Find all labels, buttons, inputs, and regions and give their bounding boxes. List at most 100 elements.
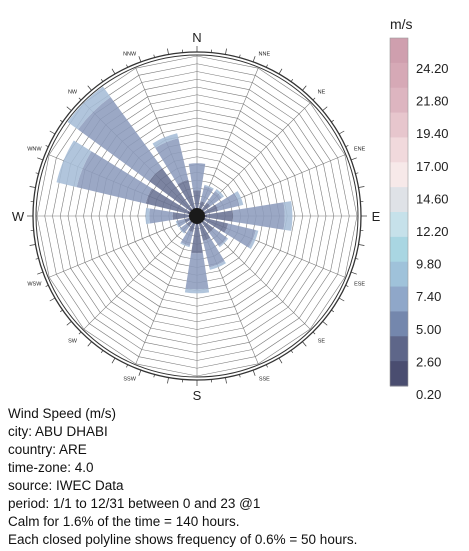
outer-tick [78,97,82,101]
outer-tick [29,186,36,188]
rose-bar-ne [201,202,211,212]
rose-bar-nnw [155,138,189,185]
legend-color-box [390,336,408,362]
outer-tick [345,284,349,287]
outer-tick [278,68,283,75]
calm-center [189,208,205,224]
direction-label-nne: NNE [259,51,271,57]
outer-tick [35,258,39,260]
rose-bar-se [201,220,214,233]
speed-legend: m/s 24.20 21.80 19.40 17.00 14.60 12.20 9.80 7.… [389,16,449,402]
outer-tick [290,350,294,353]
rose-bar-s [184,288,210,294]
rose-bar-wnw [145,188,189,214]
direction-label-wsw: WSW [27,281,42,287]
legend-color-box [390,311,408,337]
legend-tick-label: 19.40 [416,126,449,141]
outer-tick [252,369,256,376]
outer-tick [331,309,334,313]
outer-tick [322,106,328,111]
outer-tick [29,244,36,246]
rose-bar-ssw [180,242,190,248]
legend-tick-label: 12.20 [416,224,449,239]
legend-tick-labels: 24.20 21.80 19.40 17.00 14.60 12.20 9.80 7.40 5.… [416,61,449,402]
legend-color-box [390,162,408,188]
rose-bar-nw [67,86,111,130]
legend-color-box [390,212,408,238]
direction-label-sw: SW [68,338,78,344]
legend-tick-label: 0.20 [416,387,441,402]
outer-tick [322,321,328,326]
rose-bar-wsw [175,220,180,228]
rose-bar-ene [234,191,244,206]
rose-bar-w [145,207,150,225]
outer-tick [312,97,316,101]
outer-tick [66,106,72,111]
rose-bar-wnw [76,151,152,204]
rose-bar-nne [198,201,206,210]
outer-tick [111,68,116,75]
legend-color-box [390,187,408,213]
rose-bar-se [218,237,229,248]
outer-tick [49,297,56,302]
info-timezone: time-zone: 4.0 [8,460,94,475]
outer-tick [278,357,283,364]
direction-label-ese: ESE [354,281,365,287]
legend-color-box [390,261,408,288]
info-country: country: ARE [8,442,87,457]
rose-bar-ssw [188,222,196,233]
direction-label-ne: NE [318,90,326,96]
outer-tick [355,258,359,260]
rose-bar-nnw [177,179,195,209]
rose-bar-e [232,202,285,230]
legend-color-box [390,361,408,387]
legend-tick-label: 17.00 [416,159,449,174]
direction-label-sse: SSE [259,377,270,383]
rose-bar-nnw [152,133,179,148]
outer-tick [111,357,116,364]
rose-bar-sse [202,237,225,268]
rose-bar-n [192,190,202,209]
legend-color-box [390,38,408,64]
outer-tick [265,64,268,68]
rose-bar-nne [200,186,214,203]
rose-bar-s [185,252,209,290]
rose-bar-w [149,208,173,224]
legend-tick-label: 9.80 [416,257,441,272]
rose-bar-w [172,212,189,220]
outer-tick [78,331,82,335]
rose-bar-s [191,224,203,254]
rose-bar-wsw [184,217,191,223]
outer-tick [265,364,268,368]
direction-label-e: E [372,209,381,224]
legend-tick-label: 24.20 [416,61,449,76]
outer-tick [37,271,44,275]
rose-bar-ese [204,218,229,233]
outer-tick [225,48,227,55]
direction-label-se: SE [318,338,326,344]
outer-tick [87,85,92,91]
legend-tick-label: 21.80 [416,94,449,109]
outer-tick [350,271,357,275]
outer-tick [302,85,307,91]
rose-bar-ese [224,223,256,248]
outer-tick [338,130,345,135]
legend-tick-label: 2.60 [416,354,441,369]
rose-bar-e [283,201,293,231]
rose-bar-se [209,228,228,247]
info-frequency: Each closed polyline shows frequency of … [8,532,358,547]
outer-tick [153,54,155,58]
legend-tick-label: 14.60 [416,191,449,206]
outer-tick [100,79,104,82]
direction-label-ene: ENE [354,147,366,153]
outer-tick [350,157,357,161]
info-block: Wind Speed (m/s) city: ABU DHABI country… [8,405,357,549]
legend-color-box [390,286,408,312]
legend-unit-label: m/s [390,16,413,32]
rose-bar-sse [198,222,211,241]
outer-tick [153,374,155,378]
direction-label-w: W [12,209,25,224]
direction-label-nw: NW [68,90,78,96]
legend-color-box [390,62,408,89]
legend-color-box [390,236,408,263]
